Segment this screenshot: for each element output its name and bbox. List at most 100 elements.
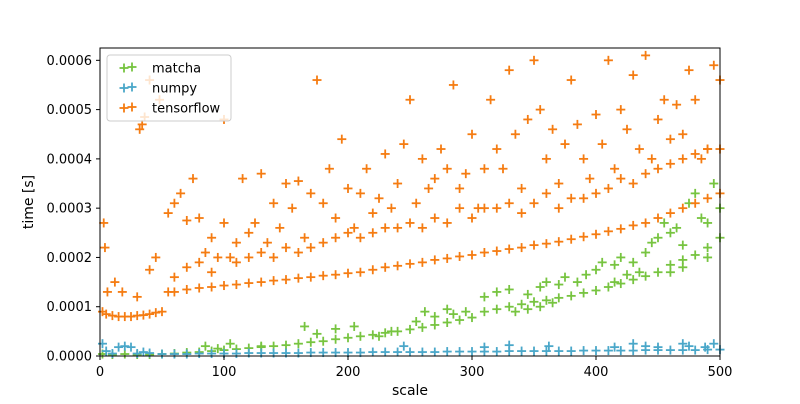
numpy-point: [544, 341, 554, 351]
x-axis-ticks: 0 100 200 300 400 500: [96, 356, 732, 380]
matcha-point: [510, 307, 520, 317]
numpy-point: [138, 347, 148, 357]
tensorflow-point: [318, 271, 328, 281]
tensorflow-point: [355, 233, 365, 243]
tensorflow-point: [572, 119, 582, 129]
legend-label: matcha: [152, 62, 201, 77]
data-marks: [97, 50, 725, 360]
numpy-point: [194, 349, 204, 359]
tensorflow-point: [690, 198, 700, 208]
x-tick-label: 200: [336, 365, 361, 380]
tensorflow-point: [560, 139, 570, 149]
tensorflow-point: [244, 228, 254, 238]
tensorflow-point: [135, 124, 145, 134]
y-axis-ticks: 0.0000 0.0001 0.0002 0.0003 0.0004 0.0005 0.00…: [47, 54, 100, 365]
matcha-point: [709, 179, 719, 189]
numpy-point: [690, 345, 700, 355]
tensorflow-point: [331, 213, 341, 223]
matcha-point: [405, 324, 415, 334]
tensorflow-point: [554, 203, 564, 213]
tensorflow-point: [504, 65, 514, 75]
matcha-point: [610, 260, 620, 270]
tensorflow-point: [479, 164, 489, 174]
tensorflow-point: [231, 257, 241, 267]
tensorflow-point: [188, 174, 198, 184]
matcha-point: [554, 293, 564, 303]
tensorflow-point: [548, 124, 558, 134]
matcha-point: [448, 309, 458, 319]
tensorflow-point: [498, 164, 508, 174]
tensorflow-point: [393, 179, 403, 189]
tensorflow-point: [399, 139, 409, 149]
tensorflow-point: [430, 174, 440, 184]
tensorflow-point: [281, 243, 291, 253]
tensorflow-point: [132, 292, 142, 302]
numpy-point: [541, 346, 551, 356]
tensorflow-point: [678, 203, 688, 213]
matcha-point: [703, 243, 713, 253]
tensorflow-point: [287, 203, 297, 213]
tensorflow-point: [628, 179, 638, 189]
tensorflow-point: [355, 267, 365, 277]
numpy-point: [107, 349, 117, 359]
legend-marker: [127, 82, 137, 92]
matcha-point: [616, 252, 626, 262]
tensorflow-point: [169, 198, 179, 208]
x-tick-label: 400: [584, 365, 609, 380]
tensorflow-point: [126, 312, 136, 322]
tensorflow-point: [659, 95, 669, 105]
tensorflow-point: [566, 75, 576, 85]
matcha-point: [225, 339, 235, 349]
tensorflow-point: [269, 198, 279, 208]
numpy-point: [101, 346, 111, 356]
numpy-point: [628, 339, 638, 349]
numpy-point: [678, 339, 688, 349]
numpy-point: [467, 347, 477, 357]
matcha-point: [566, 291, 576, 301]
matcha-point: [690, 250, 700, 260]
tensorflow-point: [541, 154, 551, 164]
matcha-point: [479, 292, 489, 302]
tensorflow-point: [100, 243, 110, 253]
legend-item-tensorflow: tensorflow: [119, 102, 221, 117]
tensorflow-point: [331, 233, 341, 243]
numpy-point: [700, 342, 710, 352]
numpy-point: [492, 347, 502, 357]
matcha-point: [628, 257, 638, 267]
x-axis-label: scale: [392, 383, 428, 399]
tensorflow-point: [529, 55, 539, 65]
tensorflow-point: [337, 134, 347, 144]
numpy-point: [684, 341, 694, 351]
x-tick-label: 100: [212, 365, 237, 380]
numpy-point: [169, 349, 179, 359]
matcha-point: [380, 328, 390, 338]
y-tick-label: 0.0002: [47, 251, 93, 266]
matcha-point: [672, 223, 682, 233]
tensorflow-point: [194, 257, 204, 267]
matcha-point: [634, 267, 644, 277]
tensorflow-point: [256, 277, 266, 287]
tensorflow-point: [653, 114, 663, 124]
tensorflow-point: [293, 248, 303, 258]
tensorflow-point: [207, 282, 217, 292]
legend-marker: [119, 103, 129, 113]
tensorflow-point: [262, 238, 272, 248]
matcha-point: [628, 275, 638, 285]
tensorflow-point: [523, 114, 533, 124]
tensorflow-point: [696, 154, 706, 164]
tensorflow-point: [207, 233, 217, 243]
tensorflow-point: [176, 188, 186, 198]
tensorflow-point: [591, 188, 601, 198]
tensorflow-point: [99, 218, 109, 228]
numpy-point: [393, 347, 403, 357]
matcha-point: [479, 307, 489, 317]
matcha-point: [517, 299, 527, 309]
numpy-point: [591, 346, 601, 356]
tensorflow-point: [231, 280, 241, 290]
tensorflow-point: [641, 169, 651, 179]
matcha-point: [597, 257, 607, 267]
matcha-point: [641, 248, 651, 258]
tensorflow-point: [492, 144, 502, 154]
tensorflow-point: [665, 134, 675, 144]
